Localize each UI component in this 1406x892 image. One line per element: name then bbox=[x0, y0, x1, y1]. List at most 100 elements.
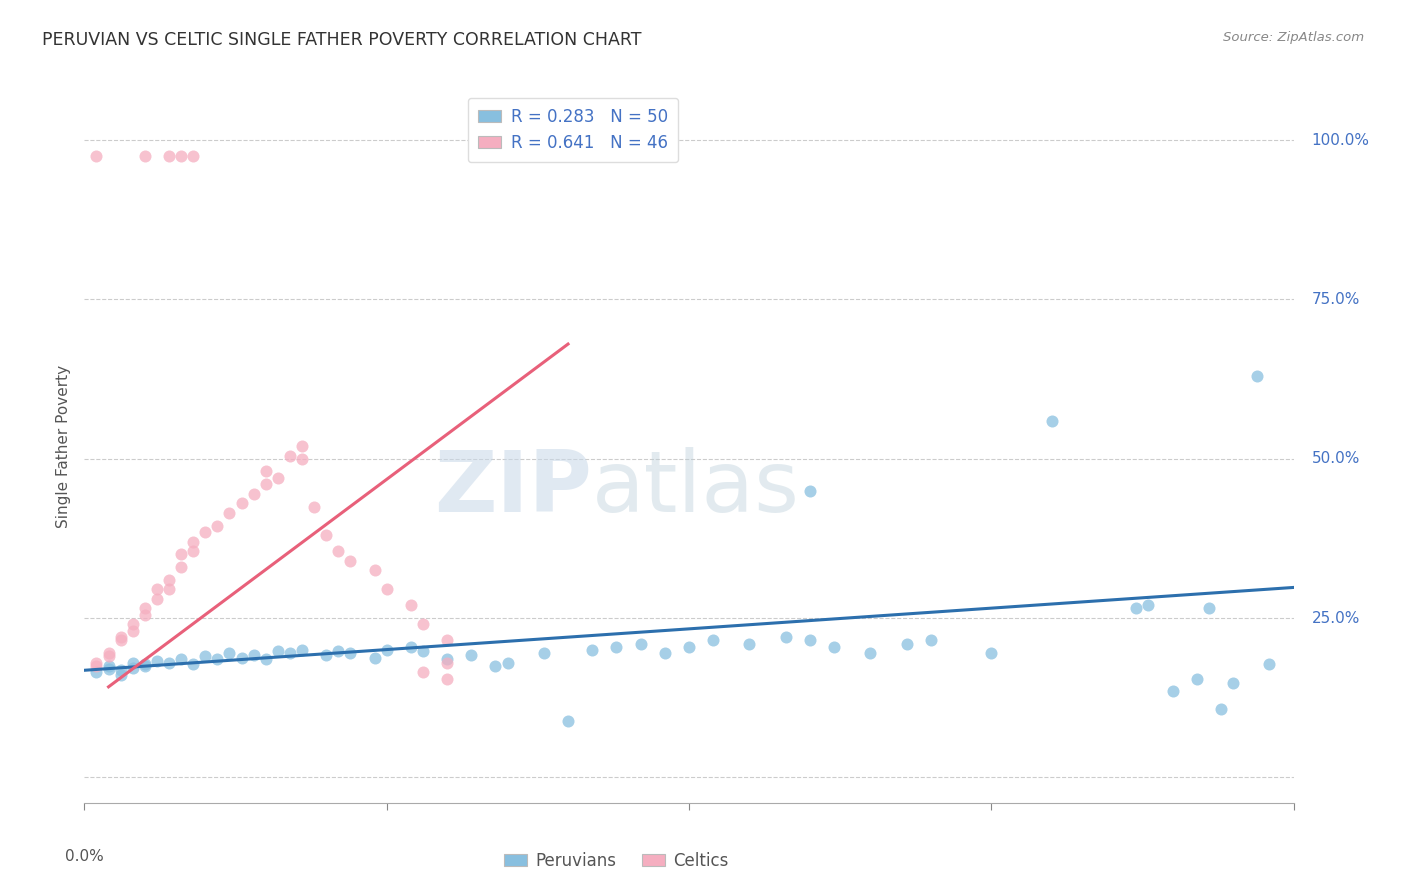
Text: PERUVIAN VS CELTIC SINGLE FATHER POVERTY CORRELATION CHART: PERUVIAN VS CELTIC SINGLE FATHER POVERTY… bbox=[42, 31, 641, 49]
Point bbox=[1258, 657, 1281, 671]
Point bbox=[291, 643, 314, 657]
Point bbox=[496, 656, 519, 670]
Point bbox=[436, 656, 458, 670]
Point bbox=[412, 665, 434, 680]
Point bbox=[170, 547, 193, 561]
Point bbox=[315, 648, 337, 662]
Point bbox=[134, 601, 156, 615]
Point bbox=[218, 646, 240, 660]
Point bbox=[254, 465, 277, 479]
Point bbox=[97, 662, 120, 676]
Point bbox=[121, 624, 143, 638]
Point bbox=[436, 672, 458, 686]
Point bbox=[134, 658, 156, 673]
Point bbox=[363, 650, 385, 665]
Point bbox=[375, 582, 398, 597]
Point bbox=[1246, 368, 1268, 383]
Point bbox=[1125, 601, 1147, 615]
Point bbox=[121, 661, 143, 675]
Point bbox=[207, 518, 229, 533]
Point bbox=[896, 636, 918, 650]
Point bbox=[110, 668, 132, 682]
Point bbox=[134, 149, 156, 163]
Point bbox=[194, 649, 217, 664]
Text: 100.0%: 100.0% bbox=[1312, 133, 1369, 148]
Point bbox=[181, 657, 204, 671]
Point bbox=[339, 554, 361, 568]
Point bbox=[678, 640, 700, 654]
Point bbox=[315, 528, 337, 542]
Point bbox=[484, 658, 506, 673]
Point bbox=[181, 544, 204, 558]
Point bbox=[1137, 599, 1160, 613]
Point bbox=[134, 657, 156, 671]
Point bbox=[557, 714, 579, 729]
Point bbox=[181, 149, 204, 163]
Point bbox=[702, 633, 724, 648]
Point bbox=[110, 663, 132, 677]
Point bbox=[533, 646, 555, 660]
Point bbox=[412, 617, 434, 632]
Point bbox=[1040, 413, 1063, 427]
Y-axis label: Single Father Poverty: Single Father Poverty bbox=[56, 365, 72, 527]
Point bbox=[775, 630, 797, 644]
Point bbox=[581, 643, 603, 657]
Point bbox=[738, 636, 761, 650]
Point bbox=[86, 665, 108, 680]
Text: 50.0%: 50.0% bbox=[1312, 451, 1360, 467]
Point bbox=[1161, 684, 1184, 698]
Point bbox=[823, 640, 845, 654]
Point bbox=[267, 644, 290, 658]
Point bbox=[980, 646, 1002, 660]
Text: Source: ZipAtlas.com: Source: ZipAtlas.com bbox=[1223, 31, 1364, 45]
Point bbox=[605, 640, 627, 654]
Point bbox=[207, 652, 229, 666]
Point bbox=[86, 149, 108, 163]
Point bbox=[291, 439, 314, 453]
Point bbox=[654, 646, 676, 660]
Point bbox=[920, 633, 942, 648]
Point bbox=[218, 506, 240, 520]
Point bbox=[412, 644, 434, 658]
Point bbox=[242, 487, 264, 501]
Text: 0.0%: 0.0% bbox=[65, 849, 104, 864]
Point bbox=[157, 582, 180, 597]
Point bbox=[254, 652, 277, 666]
Point bbox=[146, 582, 169, 597]
Point bbox=[157, 149, 180, 163]
Point bbox=[859, 646, 882, 660]
Point bbox=[231, 496, 253, 510]
Point bbox=[110, 630, 132, 644]
Point bbox=[436, 633, 458, 648]
Point bbox=[110, 633, 132, 648]
Point bbox=[170, 149, 193, 163]
Point bbox=[231, 650, 253, 665]
Point bbox=[399, 640, 422, 654]
Point bbox=[557, 149, 579, 163]
Point bbox=[194, 524, 217, 539]
Point bbox=[302, 500, 325, 514]
Text: 75.0%: 75.0% bbox=[1312, 292, 1360, 307]
Point bbox=[630, 636, 652, 650]
Point bbox=[121, 656, 143, 670]
Point bbox=[291, 451, 314, 466]
Point bbox=[134, 607, 156, 622]
Point bbox=[1222, 676, 1244, 690]
Point bbox=[1185, 672, 1208, 686]
Point bbox=[97, 646, 120, 660]
Point bbox=[460, 648, 482, 662]
Point bbox=[339, 646, 361, 660]
Point bbox=[1209, 701, 1232, 715]
Point bbox=[242, 648, 264, 662]
Point bbox=[278, 449, 301, 463]
Point bbox=[97, 649, 120, 664]
Point bbox=[267, 471, 290, 485]
Point bbox=[86, 658, 108, 673]
Point bbox=[181, 534, 204, 549]
Point bbox=[375, 643, 398, 657]
Point bbox=[328, 544, 350, 558]
Point bbox=[146, 591, 169, 606]
Point bbox=[436, 652, 458, 666]
Point bbox=[799, 633, 821, 648]
Point bbox=[170, 560, 193, 574]
